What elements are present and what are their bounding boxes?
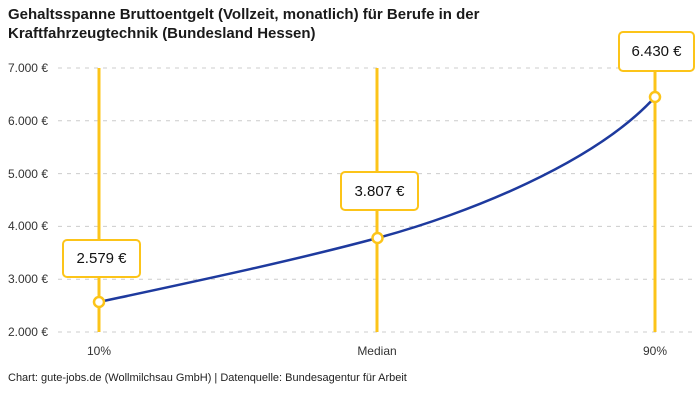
ytick-3000: 3.000 €	[7, 272, 48, 286]
value-label-10pct: 2.579 €	[62, 239, 141, 278]
ytick-2000: 2.000 €	[7, 325, 48, 339]
xtick-90pct: 90%	[642, 344, 668, 358]
ytick-4000: 4.000 €	[7, 219, 48, 233]
marker-90pct	[648, 90, 662, 104]
ytick-6000: 6.000 €	[7, 114, 48, 128]
chart-title: Gehaltsspanne Bruttoentgelt (Vollzeit, m…	[8, 6, 480, 42]
data-point-markers	[92, 90, 662, 309]
xtick-10pct: 10%	[86, 344, 112, 358]
value-label-90pct: 6.430 €	[618, 31, 695, 72]
xtick-median: Median	[357, 344, 397, 358]
ytick-7000: 7.000 €	[7, 61, 48, 75]
ytick-5000: 5.000 €	[7, 167, 48, 181]
value-label-median: 3.807 €	[340, 171, 419, 211]
marker-10pct	[92, 295, 106, 309]
chart-source-footer: Chart: gute-jobs.de (Wollmilchsau GmbH) …	[8, 372, 407, 384]
marker-median	[371, 231, 384, 245]
